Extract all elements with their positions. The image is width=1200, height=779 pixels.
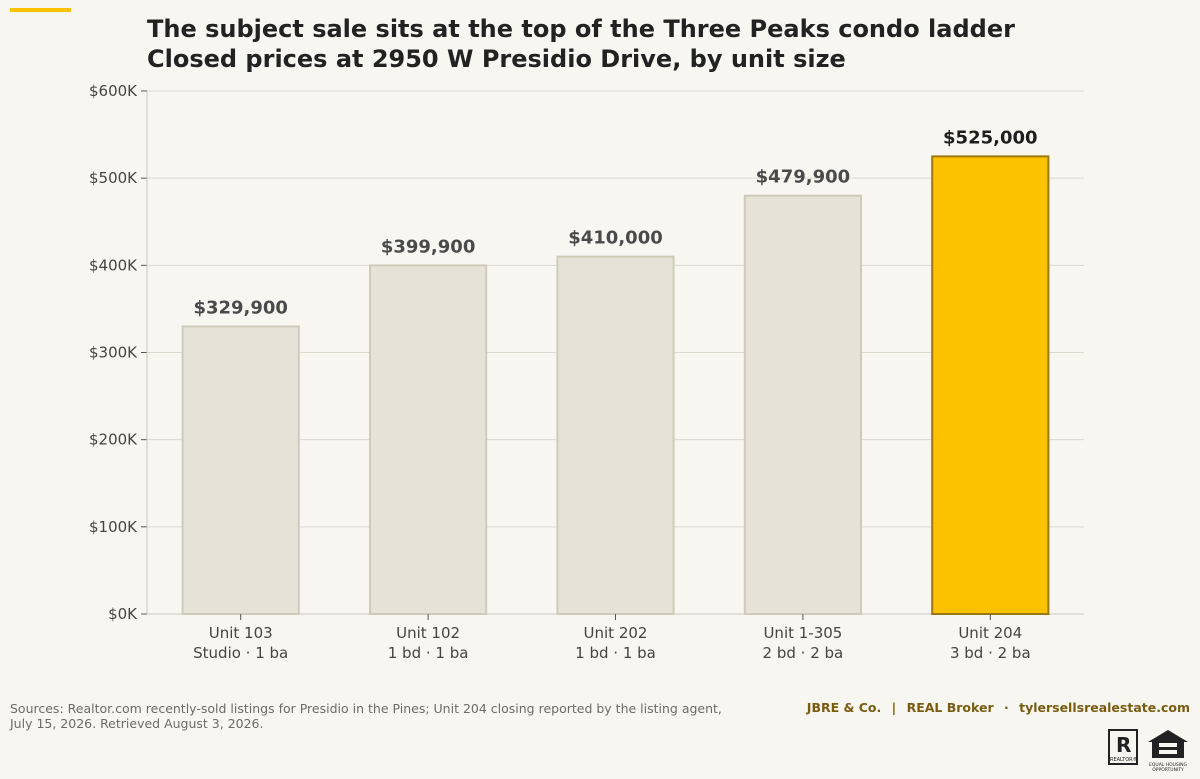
chart-title: The subject sale sits at the top of the …: [147, 14, 1015, 74]
y-tick-label: $300K: [89, 344, 138, 362]
x-tick-label: 3 bd · 2 ba: [950, 644, 1031, 662]
realtor-logo-icon: R REALTOR®: [1108, 729, 1138, 765]
bar-value-label: $410,000: [568, 228, 663, 249]
y-tick-label: $500K: [89, 169, 138, 187]
realtor-logo-letter: R: [1116, 733, 1132, 757]
footer-logos: R REALTOR® EQUAL HOUSING OPPORTUNITY: [1108, 729, 1190, 773]
x-tick-label: Studio · 1 ba: [193, 644, 288, 662]
x-tick-label: Unit 103: [209, 624, 273, 642]
title-line-1: The subject sale sits at the top of the …: [147, 15, 1015, 43]
y-tick-label: $400K: [89, 256, 138, 274]
x-tick-label: 1 bd · 1 ba: [388, 644, 469, 662]
bar-value-label: $525,000: [943, 127, 1038, 148]
y-tick-label: $200K: [89, 431, 138, 449]
x-tick-label: Unit 202: [584, 624, 648, 642]
source-line-2: July 15, 2026. Retrieved August 3, 2026.: [10, 716, 264, 731]
x-tick-label: 1 bd · 1 ba: [575, 644, 656, 662]
bar-value-label: $329,900: [193, 297, 288, 318]
x-tick-label: Unit 204: [958, 624, 1022, 642]
bar: [556, 255, 675, 615]
bar: [369, 264, 488, 615]
brand-line: JBRE & Co. | REAL Broker · tylersellsrea…: [807, 700, 1190, 715]
brand-dot-separator: ·: [1003, 700, 1009, 715]
realtor-logo-caption: REALTOR®: [1110, 757, 1138, 763]
source-line-1: Sources: Realtor.com recently-sold listi…: [10, 701, 722, 716]
x-tick-label: 2 bd · 2 ba: [763, 644, 844, 662]
y-tick-label: $100K: [89, 518, 138, 536]
brand-name: JBRE & Co.: [806, 700, 882, 715]
bar-value-label: $399,900: [381, 236, 476, 257]
x-tick-label: Unit 1-305: [763, 624, 842, 642]
accent-bar: [10, 8, 71, 12]
bar: [181, 325, 300, 615]
equal-housing-house-icon: [1148, 730, 1188, 758]
brand-separator: |: [891, 700, 897, 715]
bar-chart: $0K $100K $200K $300K $400K $500K $600K $329,90…: [89, 82, 1084, 662]
x-tick-label: Unit 102: [396, 624, 460, 642]
y-tick-label: $0K: [108, 605, 138, 623]
equal-housing-logo-icon: EQUAL HOUSING OPPORTUNITY: [1146, 729, 1190, 773]
bar-value-label: $479,900: [756, 167, 851, 188]
brokerage-name: REAL Broker: [906, 700, 994, 715]
source-note: Sources: Realtor.com recently-sold listi…: [10, 701, 730, 731]
title-line-2: Closed prices at 2950 W Presidio Drive, …: [147, 45, 846, 73]
bar: [931, 155, 1050, 615]
y-tick-label: $600K: [89, 82, 138, 100]
eho-caption: EQUAL HOUSING OPPORTUNITY: [1149, 763, 1187, 773]
website-link[interactable]: tylersellsrealestate.com: [1019, 700, 1190, 715]
bar: [743, 194, 862, 615]
